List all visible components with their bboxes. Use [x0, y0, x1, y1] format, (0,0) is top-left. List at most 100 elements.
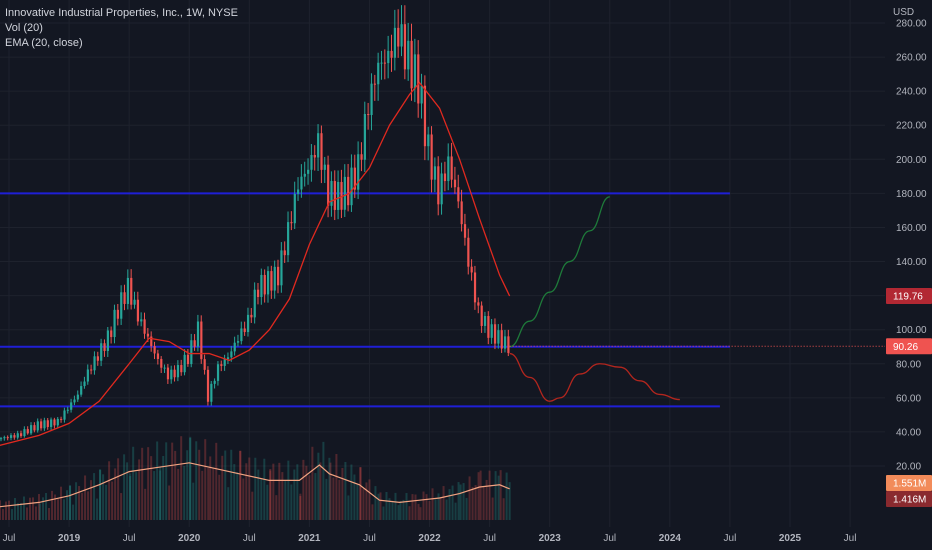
candle-body	[357, 154, 360, 190]
volume-bar	[428, 501, 431, 520]
y-tick-label: 200.00	[896, 155, 927, 166]
volume-bar	[425, 494, 428, 520]
volume-bar	[66, 490, 69, 520]
candle-body	[323, 164, 326, 170]
volume-bar	[150, 456, 153, 520]
volume-bar	[37, 494, 40, 520]
candle-body	[3, 437, 6, 439]
candle-body	[490, 324, 493, 338]
volume-bar	[379, 492, 382, 520]
volume-bar	[69, 485, 72, 520]
candle-body	[400, 24, 403, 47]
candle-body	[30, 425, 33, 434]
volume-bar	[212, 468, 215, 520]
volume-bar	[162, 455, 165, 520]
volume-bar	[494, 471, 497, 520]
volume-bar	[99, 469, 102, 520]
candle-body	[317, 133, 320, 158]
volume-bar	[454, 502, 457, 520]
candle-body	[230, 351, 233, 358]
volume-indicator-label[interactable]: Vol (20)	[5, 22, 43, 34]
volume-bar	[90, 480, 93, 520]
volume-bar	[63, 499, 66, 520]
volume-bar	[437, 493, 440, 520]
candle-body	[373, 83, 376, 85]
volume-bar	[266, 484, 269, 520]
candle-body	[320, 133, 323, 170]
candle-body	[403, 24, 407, 70]
y-tick-label: 100.00	[896, 325, 927, 336]
volume-bar	[474, 485, 477, 520]
volume-bar	[448, 489, 451, 520]
horizontal-levels[interactable]	[0, 192, 730, 408]
candle-body	[100, 343, 103, 361]
volume-bar	[257, 469, 260, 520]
volume-bar	[491, 497, 494, 520]
candle-body	[6, 437, 9, 439]
projection-up-line	[509, 196, 611, 348]
candle-body	[36, 421, 39, 431]
volume-bar	[168, 485, 171, 520]
candle-body	[53, 419, 56, 426]
volume-bar	[377, 493, 380, 520]
candle-body	[270, 271, 273, 291]
volume-bar	[93, 473, 96, 520]
volume-bar	[51, 490, 54, 520]
volume-bar	[350, 464, 353, 520]
ema-indicator-label[interactable]: EMA (20, close)	[5, 37, 83, 49]
volume-bar	[7, 500, 10, 520]
volume-bar	[402, 499, 405, 520]
y-tick-label: 20.00	[896, 462, 921, 473]
volume-bar	[457, 482, 460, 520]
volume-bar	[236, 472, 239, 520]
candle-body	[133, 299, 136, 305]
candle-body	[327, 164, 330, 206]
ema-value-badge-bg	[886, 288, 932, 305]
candle-body	[96, 356, 99, 361]
volume-bar	[99, 469, 102, 520]
volume-bar	[54, 494, 57, 520]
volume-bar	[159, 467, 162, 520]
volume-bar	[60, 486, 63, 520]
x-tick-label: Jul	[483, 533, 496, 544]
volume-bar	[374, 486, 377, 520]
volume-ma-badge: 1.416M	[893, 495, 926, 506]
candle-body	[200, 321, 203, 360]
y-tick-label: 220.00	[896, 121, 927, 132]
candle-body	[93, 356, 96, 371]
candle-body	[146, 333, 150, 337]
candle-body	[113, 309, 116, 338]
candle-body	[110, 330, 113, 338]
volume-bar	[81, 492, 84, 520]
volume-bar	[508, 482, 511, 520]
volume-bar	[462, 483, 465, 520]
volume-bar	[353, 474, 356, 520]
symbol-title[interactable]: Innovative Industrial Properties, Inc., …	[5, 7, 238, 19]
volume-bar	[132, 446, 135, 520]
volume-bar	[382, 506, 385, 520]
volume-value-badge-bg	[886, 475, 932, 491]
candle-body	[497, 330, 500, 344]
volume-bar	[431, 488, 434, 520]
candle-body	[473, 272, 477, 303]
volume-bar	[419, 507, 422, 520]
candle-body	[483, 316, 487, 326]
volume-bar	[359, 467, 362, 520]
volume-bar	[314, 473, 317, 520]
volume-bar	[502, 498, 505, 520]
volume-bar	[308, 475, 311, 520]
candle-body	[380, 62, 383, 64]
candle-body	[367, 114, 370, 116]
candle-body	[310, 155, 313, 170]
candle-body	[106, 330, 109, 351]
volume-bar	[344, 461, 347, 520]
candle-body	[507, 336, 510, 353]
candle-body	[423, 85, 427, 147]
projection-down-line	[509, 352, 680, 402]
volume-bar	[209, 456, 212, 520]
candle-body	[273, 266, 276, 291]
volume-bar	[272, 463, 275, 520]
x-tick-label: 2020	[178, 533, 201, 544]
volume-bar	[207, 467, 210, 520]
